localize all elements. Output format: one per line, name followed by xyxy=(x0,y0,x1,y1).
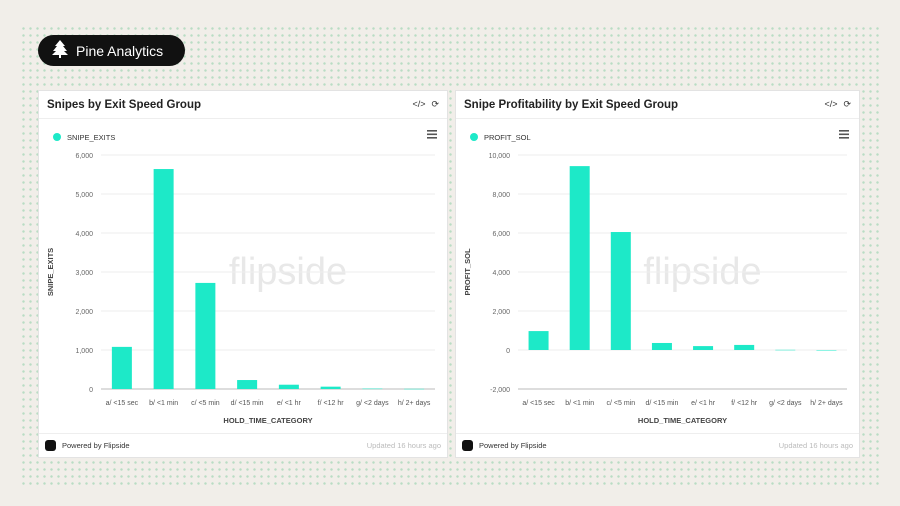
bar xyxy=(610,232,631,350)
y-tick-label: 2,000 xyxy=(75,309,93,316)
y-axis-title: SNIPE_EXITS xyxy=(46,248,55,296)
bar xyxy=(195,282,216,389)
bar xyxy=(734,344,755,350)
chart-title: Snipe Profitability by Exit Speed Group xyxy=(464,98,679,111)
flipside-logo-icon xyxy=(462,440,473,451)
embed-code-icon[interactable]: </> xyxy=(412,99,426,109)
y-tick-label: 6,000 xyxy=(75,153,93,160)
y-tick-label: 1,000 xyxy=(75,348,93,355)
pine-tree-icon xyxy=(52,40,68,61)
bar xyxy=(528,331,549,350)
x-tick-label: c/ <5 min xyxy=(191,400,220,407)
x-tick-label: e/ <1 hr xyxy=(277,400,302,407)
x-tick-label: g/ <2 days xyxy=(356,400,389,407)
x-axis-title: HOLD_TIME_CATEGORY xyxy=(638,416,727,425)
refresh-icon[interactable]: ⟳ xyxy=(431,99,439,109)
y-tick-label: 8,000 xyxy=(492,192,510,199)
bar xyxy=(320,386,341,389)
menu-icon xyxy=(839,130,849,132)
bar xyxy=(111,346,132,389)
brand-name: Pine Analytics xyxy=(76,42,164,59)
x-tick-label: b/ <1 min xyxy=(149,400,178,407)
bar xyxy=(569,166,590,350)
powered-by[interactable]: Powered by Flipside xyxy=(479,441,547,450)
bar xyxy=(775,349,796,351)
y-tick-label: 0 xyxy=(506,348,510,355)
bar-chart: SNIPE_EXITSflipside01,0002,0003,0004,000… xyxy=(46,130,437,425)
embed-code-icon[interactable]: </> xyxy=(824,99,838,109)
bar xyxy=(693,346,714,350)
updated-time: Updated 16 hours ago xyxy=(366,441,441,450)
bar-chart: PROFIT_SOLflipside-2,00002,0004,0006,000… xyxy=(463,130,849,425)
menu-icon xyxy=(427,133,437,136)
x-tick-label: b/ <1 min xyxy=(565,400,594,407)
brand-badge: Pine Analytics xyxy=(38,35,185,66)
bar xyxy=(362,388,383,390)
menu-icon xyxy=(839,133,849,136)
powered-by[interactable]: Powered by Flipside xyxy=(62,441,130,450)
x-tick-label: d/ <15 min xyxy=(231,400,264,407)
chart-card-profit: Snipe Profitability by Exit Speed Group … xyxy=(455,90,860,458)
x-tick-label: f/ <12 hr xyxy=(318,400,345,407)
x-tick-label: d/ <15 min xyxy=(645,400,678,407)
y-tick-label: 5,000 xyxy=(75,192,93,199)
menu-icon xyxy=(839,137,849,139)
y-tick-label: 6,000 xyxy=(492,231,510,238)
bar xyxy=(278,384,299,389)
menu-icon xyxy=(427,130,437,132)
bar xyxy=(237,380,258,389)
menu-icon xyxy=(427,137,437,139)
y-tick-label: 10,000 xyxy=(489,153,511,160)
y-tick-label: 2,000 xyxy=(492,309,510,316)
legend-marker xyxy=(470,133,478,141)
x-tick-label: h/ 2+ days xyxy=(398,400,431,407)
x-tick-label: c/ <5 min xyxy=(607,400,636,407)
bar xyxy=(153,169,174,389)
flipside-logo-icon xyxy=(45,440,56,451)
y-tick-label: 0 xyxy=(89,387,93,394)
y-tick-label: -2,000 xyxy=(490,387,510,394)
x-tick-label: g/ <2 days xyxy=(769,400,802,407)
bar xyxy=(651,342,672,350)
x-tick-label: a/ <15 sec xyxy=(522,400,555,407)
updated-time: Updated 16 hours ago xyxy=(778,441,853,450)
y-tick-label: 3,000 xyxy=(75,270,93,277)
refresh-icon[interactable]: ⟳ xyxy=(843,99,851,109)
x-tick-label: f/ <12 hr xyxy=(731,400,758,407)
legend-label: SNIPE_EXITS xyxy=(67,133,115,142)
bar xyxy=(404,388,425,390)
x-tick-label: h/ 2+ days xyxy=(810,400,843,407)
x-axis-title: HOLD_TIME_CATEGORY xyxy=(223,416,312,425)
x-tick-label: e/ <1 hr xyxy=(691,400,716,407)
chart-card-snipes: Snipes by Exit Speed Group </> ⟳ SNIPE_EX… xyxy=(38,90,448,458)
y-axis-title: PROFIT_SOL xyxy=(463,248,472,296)
x-tick-label: a/ <15 sec xyxy=(106,400,139,407)
legend-marker xyxy=(53,133,61,141)
y-tick-label: 4,000 xyxy=(75,231,93,238)
y-tick-label: 4,000 xyxy=(492,270,510,277)
bar xyxy=(816,350,837,351)
legend-label: PROFIT_SOL xyxy=(484,133,531,142)
chart-title: Snipes by Exit Speed Group xyxy=(47,98,202,111)
